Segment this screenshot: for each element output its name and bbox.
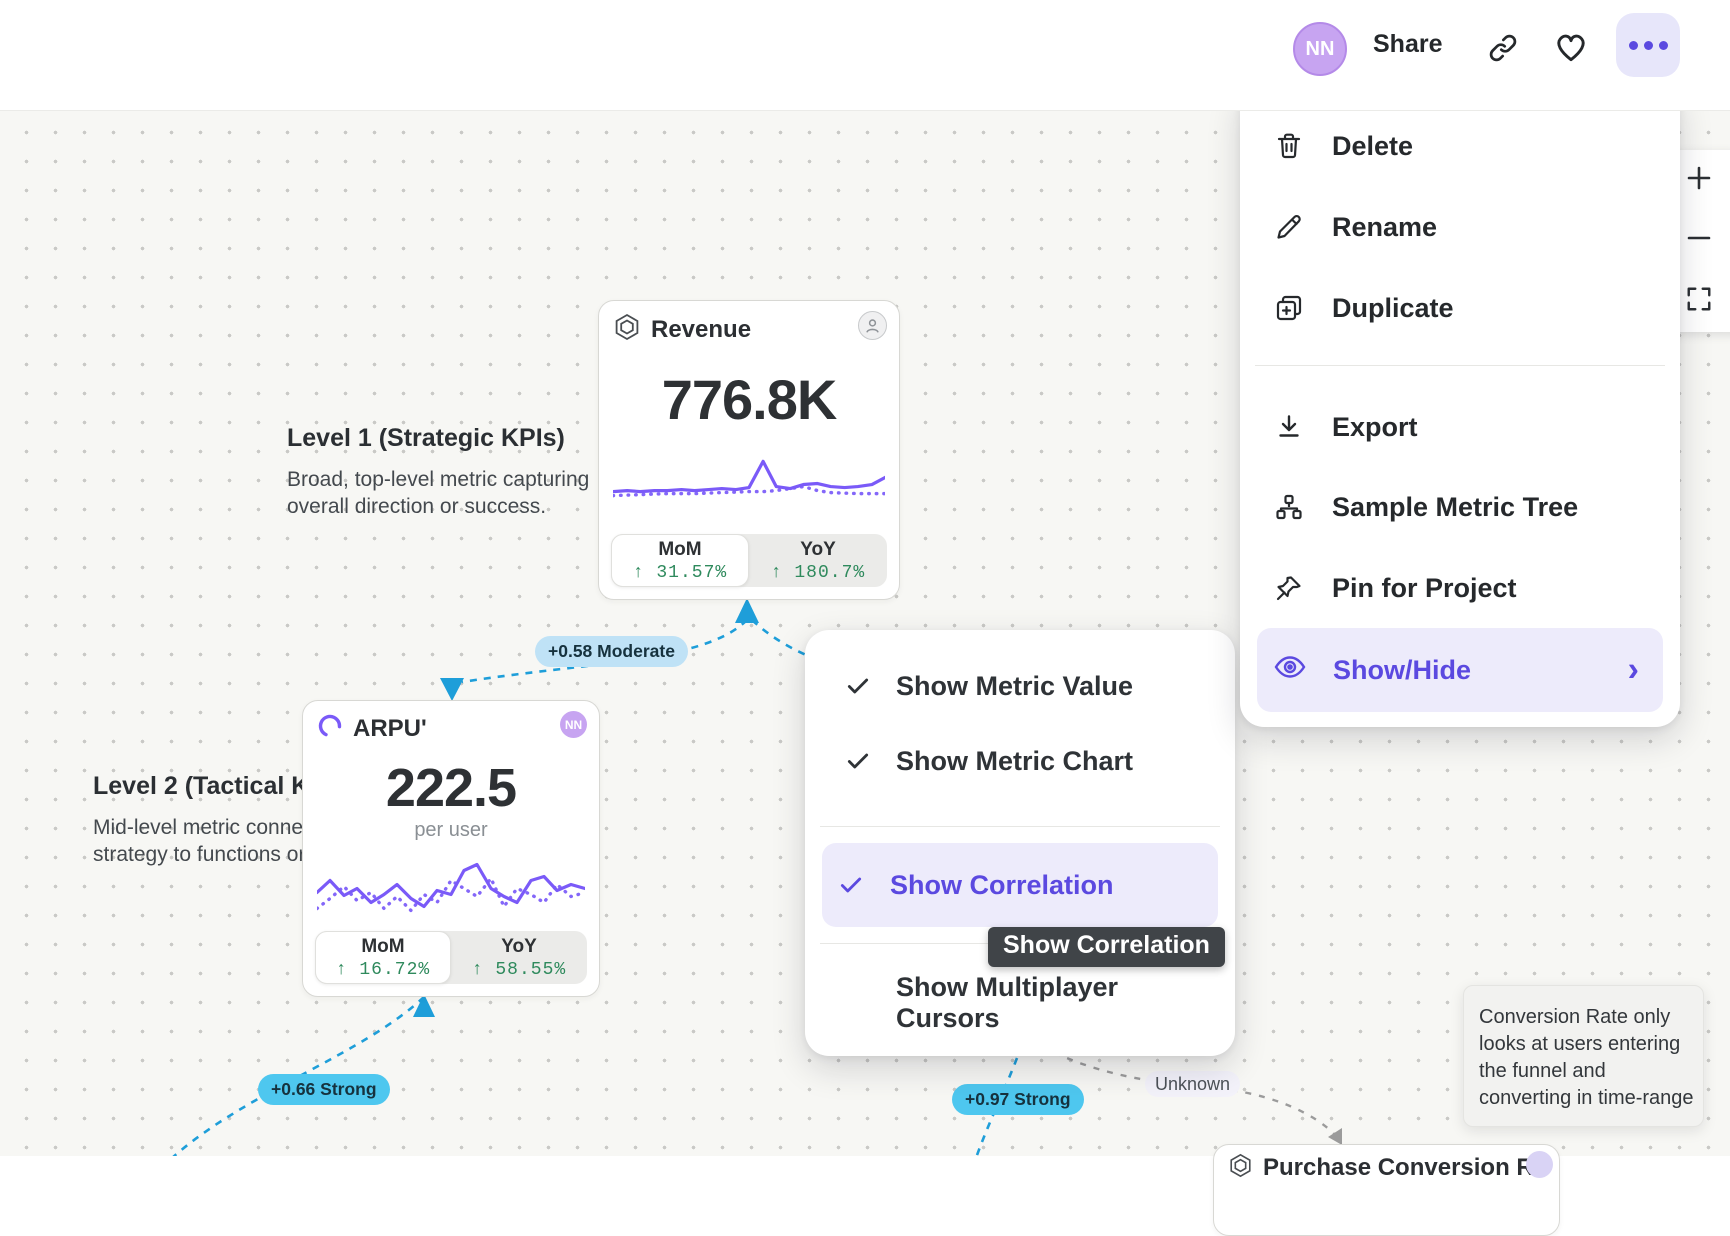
metric-card-revenue[interactable]: Revenue 776.8K MoM ↑ 31.57% YoY ↑ 180.7% — [598, 300, 900, 600]
menu-item-label: Export — [1332, 411, 1418, 442]
check-icon — [845, 748, 871, 774]
sparkline-dotted — [613, 484, 885, 498]
mom-value: ↑ 31.57% — [632, 562, 728, 583]
sparkline-chart — [317, 862, 585, 913]
conversion-note-tooltip: Conversion Rate only looks at users ente… — [1463, 985, 1704, 1127]
unknown-correlation-label: Unknown — [1145, 1071, 1241, 1097]
menu-item-label: Sample Metric Tree — [1332, 491, 1579, 522]
yoy-value: ↑ 180.7% — [770, 562, 866, 583]
correlation-badge-moderate[interactable]: +0.58 Moderate — [535, 636, 688, 667]
card-title: Purchase Conversion R — [1263, 1154, 1534, 1181]
menu-item-show-metric-value[interactable]: Show Metric Value — [821, 656, 1219, 716]
sparkline-dotted — [317, 876, 585, 913]
mom-tab[interactable]: MoM ↑ 16.72% — [315, 931, 451, 984]
sparkline-solid — [613, 459, 885, 494]
menu-item-label: Pin for Project — [1332, 572, 1517, 603]
mom-value: ↑ 16.72% — [335, 959, 431, 980]
menu-item-label: Show/Hide — [1333, 654, 1472, 685]
metric-value: 222.5 — [385, 758, 517, 818]
menu-item-label: Duplicate — [1332, 292, 1454, 323]
menu-item-sample-metric-tree[interactable]: Sample Metric Tree — [1256, 478, 1664, 536]
level1-title: Level 1 (Strategic KPIs) — [287, 424, 565, 452]
cursor-tooltip: Show Correlation — [988, 927, 1225, 967]
menu-item-show-correlation[interactable]: Show Correlation — [822, 843, 1218, 927]
link-icon — [1486, 31, 1520, 65]
eye-icon — [1273, 650, 1307, 691]
zoom-out-button[interactable] — [1685, 224, 1713, 257]
change-toggle: MoM ↑ 31.57% YoY ↑ 180.7% — [611, 534, 887, 587]
mom-tab[interactable]: MoM ↑ 31.57% — [611, 534, 749, 587]
ellipsis-icon — [1628, 40, 1638, 50]
more-options-button[interactable] — [1616, 13, 1680, 77]
metric-value: 776.8K — [661, 368, 838, 431]
chevron-right-icon: › — [1627, 650, 1639, 689]
yoy-tab[interactable]: YoY ↑ 180.7% — [749, 534, 887, 587]
user-avatar[interactable]: NN — [1293, 22, 1347, 76]
menu-item-label: Show Metric Chart — [896, 745, 1134, 776]
menu-item-delete[interactable]: Delete — [1256, 117, 1664, 175]
hexagon-metric-icon — [613, 313, 641, 346]
menu-item-label: Rename — [1332, 211, 1438, 242]
show-hide-submenu: Show Metric Value Show Metric Chart Show… — [805, 630, 1235, 1056]
pencil-icon — [1272, 212, 1306, 242]
collaborator-avatar[interactable]: NN — [560, 711, 587, 738]
menu-item-label: Show Multiplayer Cursors — [896, 972, 1119, 1033]
fit-view-button[interactable] — [1685, 285, 1713, 318]
sparkline-chart — [613, 459, 885, 498]
menu-item-export[interactable]: Export — [1256, 398, 1664, 456]
collaborator-avatar[interactable] — [1526, 1151, 1553, 1178]
mom-label: MoM — [658, 538, 702, 560]
sparkline-solid — [317, 862, 585, 909]
check-icon — [845, 673, 871, 699]
metric-unit: per user — [414, 819, 488, 841]
share-button[interactable]: Share — [1373, 30, 1443, 58]
yoy-label: YoY — [501, 935, 537, 957]
correlation-badge-strong-right[interactable]: +0.97 Strong — [952, 1084, 1084, 1115]
card-title: ARPU' — [353, 714, 427, 742]
menu-item-show-metric-chart[interactable]: Show Metric Chart — [821, 731, 1219, 791]
menu-item-show-hide[interactable]: Show/Hide › — [1257, 628, 1663, 712]
more-options-menu: Delete Rename Duplicate Export — [1240, 85, 1680, 727]
metric-card-purchase[interactable]: Purchase Conversion R — [1213, 1144, 1560, 1236]
trash-icon — [1272, 131, 1306, 161]
assignee-avatar[interactable] — [858, 311, 887, 340]
copy-link-button[interactable] — [1486, 31, 1520, 65]
menu-item-label: Show Metric Value — [896, 670, 1134, 701]
tree-icon — [1272, 492, 1306, 522]
arc-metric-icon — [317, 713, 343, 744]
menu-item-label: Delete — [1332, 130, 1414, 161]
yoy-value: ↑ 58.55% — [471, 959, 567, 980]
yoy-tab[interactable]: YoY ↑ 58.55% — [451, 931, 587, 984]
menu-item-label: Show Correlation — [890, 869, 1114, 900]
top-bar: NN Share — [0, 0, 1730, 111]
heart-icon — [1552, 28, 1590, 66]
menu-item-pin-for-project[interactable]: Pin for Project — [1256, 559, 1664, 617]
mom-label: MoM — [361, 935, 405, 957]
pin-icon — [1272, 573, 1306, 603]
menu-item-show-multiplayer-cursors[interactable]: Show Multiplayer Cursors — [821, 972, 1219, 1033]
hexagon-metric-icon — [1228, 1153, 1253, 1183]
download-icon — [1272, 412, 1306, 442]
yoy-label: YoY — [800, 538, 836, 560]
duplicate-icon — [1272, 293, 1306, 323]
menu-item-duplicate[interactable]: Duplicate — [1256, 279, 1664, 337]
menu-item-rename[interactable]: Rename — [1256, 198, 1664, 256]
metric-card-arpu[interactable]: ARPU' NN 222.5 per user MoM ↑ 16.72% YoY… — [302, 700, 600, 997]
card-title: Revenue — [651, 315, 752, 343]
favorite-button[interactable] — [1552, 28, 1590, 66]
change-toggle: MoM ↑ 16.72% YoY ↑ 58.55% — [315, 931, 587, 984]
level1-description: Broad, top-level metric capturing overal… — [287, 468, 590, 518]
zoom-in-button[interactable] — [1685, 164, 1713, 197]
check-icon — [838, 872, 864, 898]
correlation-badge-strong-left[interactable]: +0.66 Strong — [258, 1074, 390, 1105]
